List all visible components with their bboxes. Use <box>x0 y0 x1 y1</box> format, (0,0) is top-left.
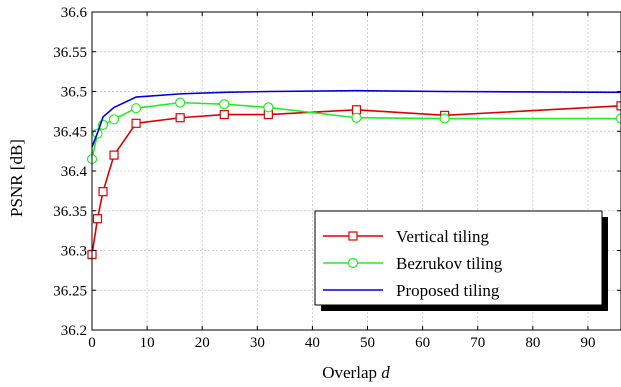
legend-entry: Vertical tiling <box>323 227 490 246</box>
data-point <box>351 105 362 115</box>
y-tick-label: 36.25 <box>53 283 87 299</box>
legend-label: Vertical tiling <box>396 227 490 246</box>
data-point <box>439 113 450 124</box>
y-tick-label: 36.5 <box>61 85 87 101</box>
y-tick-label: 36.4 <box>61 164 88 180</box>
data-point <box>263 102 274 113</box>
axes <box>91 11 621 331</box>
series-layer <box>86 89 621 260</box>
data-point <box>109 150 119 160</box>
data-point <box>98 187 108 197</box>
x-tick-label: 10 <box>140 335 155 351</box>
x-tick-label: 50 <box>360 335 375 351</box>
x-tick-label: 20 <box>195 335 210 351</box>
x-tick-label: 0 <box>88 335 96 351</box>
y-tick-label: 36.2 <box>61 323 87 339</box>
data-point <box>615 113 621 124</box>
x-axis-label: Overlap d <box>322 363 390 382</box>
legend-swatch-marker <box>348 231 358 241</box>
x-tick-label: 90 <box>580 335 595 351</box>
series-line <box>91 89 621 148</box>
data-point <box>175 97 186 108</box>
x-tick-label: 30 <box>250 335 265 351</box>
legend-swatch-marker <box>347 257 359 269</box>
y-tick-label: 36.55 <box>53 45 87 61</box>
y-tick-label: 36.45 <box>53 124 87 140</box>
x-tick-label: 70 <box>470 335 485 351</box>
y-axis-label: PSNR [dB] <box>7 139 26 217</box>
y-tick-label: 36.35 <box>53 204 87 220</box>
legend-entry: Proposed tiling <box>323 281 500 300</box>
x-tick-label: 40 <box>305 335 320 351</box>
data-point <box>131 118 141 128</box>
legend-label: Bezrukov tiling <box>396 254 503 273</box>
y-tick-label: 36.6 <box>61 5 88 21</box>
data-point <box>616 101 621 111</box>
tick-labels: 0 10 20 30 40 50 60 70 80 90 36.2 36.25 36.3 36.35 36.… <box>53 5 595 351</box>
x-tick-label: 60 <box>415 335 430 351</box>
legend-entry: Bezrukov tiling <box>323 254 503 273</box>
data-point <box>130 103 142 114</box>
data-point <box>175 113 185 123</box>
series-proposed-tiling <box>91 89 621 148</box>
data-point <box>108 114 120 125</box>
data-point <box>219 109 229 120</box>
x-axis-label-text: Overlap <box>322 363 377 382</box>
legend-label: Proposed tiling <box>396 281 500 300</box>
legend: Vertical tiling Bezrukov tiling Proposed t… <box>314 210 608 311</box>
x-tick-label: 80 <box>525 335 540 351</box>
data-point <box>351 112 362 123</box>
x-axis-label-var: d <box>381 363 390 382</box>
data-point <box>92 214 103 224</box>
data-point <box>219 99 230 110</box>
y-tick-label: 36.3 <box>61 244 87 260</box>
